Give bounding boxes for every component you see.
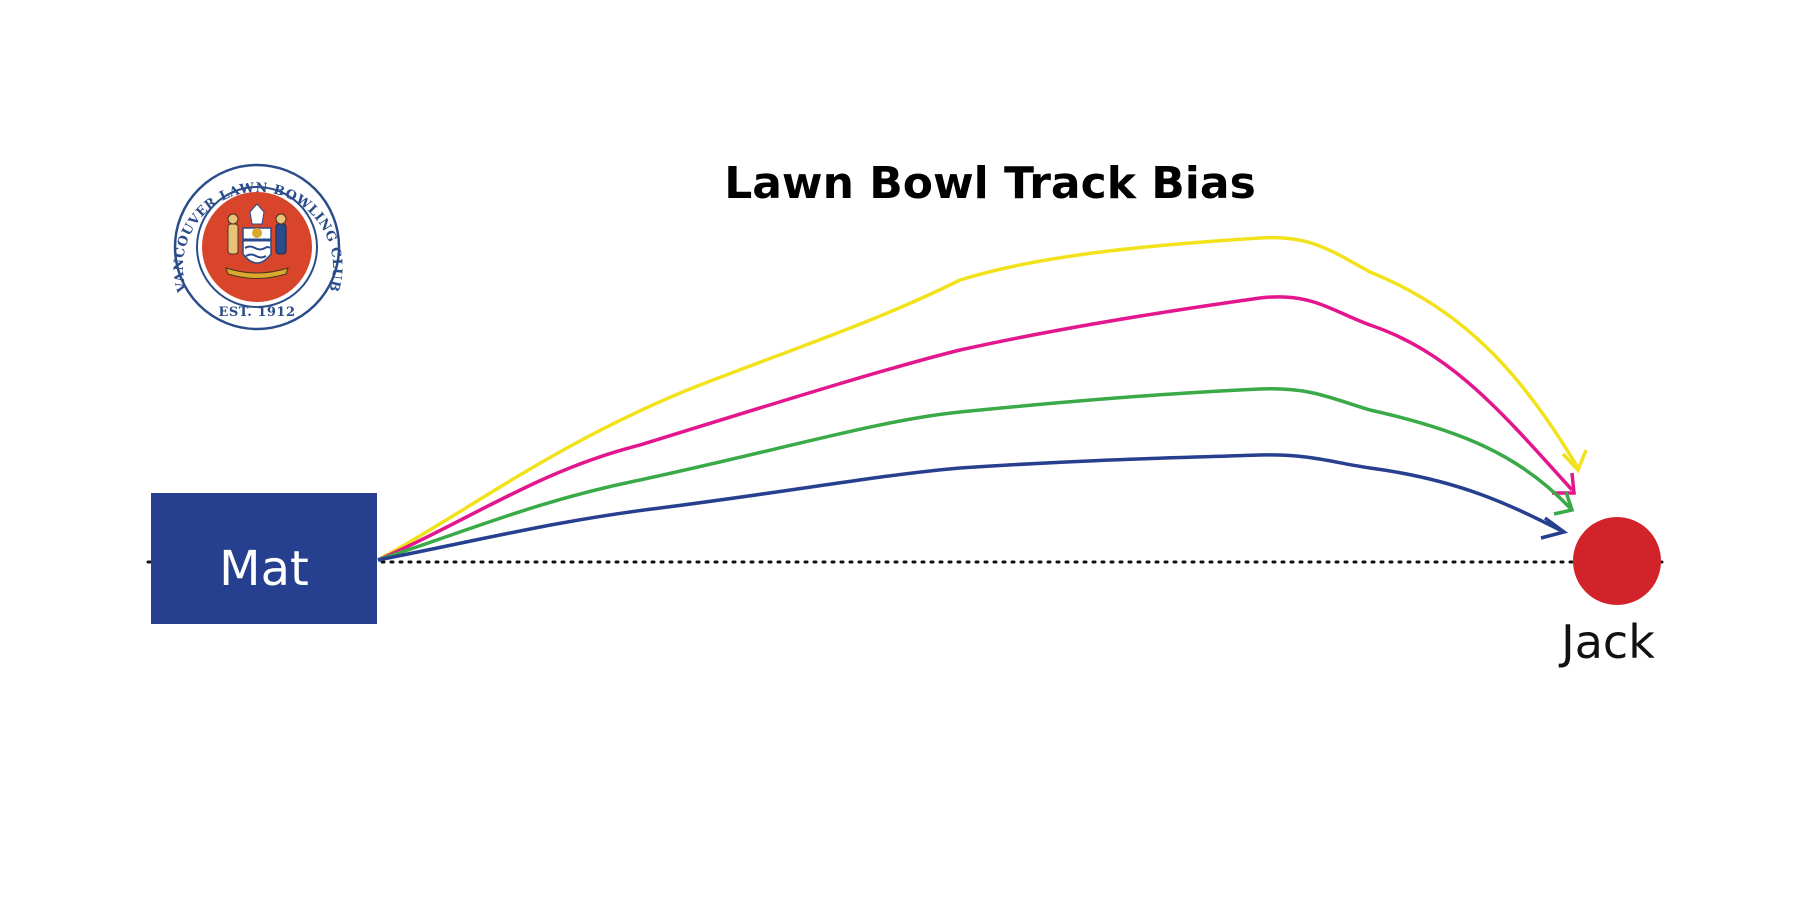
track-yellow [377, 235, 1580, 562]
jack-ball [1573, 517, 1661, 605]
club-logo: VANCOUVER LAWN BOWLING CLUB EST. 1912 [172, 163, 344, 331]
mat-label: Mat [219, 541, 309, 597]
track-blue [377, 453, 1561, 562]
logo-est-text: EST. 1912 [218, 305, 295, 320]
track-yellow-arrow [1561, 449, 1588, 474]
logo-crest [225, 203, 289, 279]
track-blue-arrow [1540, 516, 1568, 540]
bias-tracks [377, 235, 1588, 562]
jack-label: Jack [1558, 615, 1655, 669]
mat: Mat [151, 493, 377, 624]
track-green [377, 387, 1572, 562]
track-green-arrow [1553, 491, 1575, 516]
jack: Jack [1558, 517, 1661, 669]
diagram-title: Lawn Bowl Track Bias [724, 158, 1256, 209]
mat-rect [151, 493, 377, 624]
track-magenta-arrow [1552, 472, 1576, 495]
track-magenta [377, 295, 1574, 562]
